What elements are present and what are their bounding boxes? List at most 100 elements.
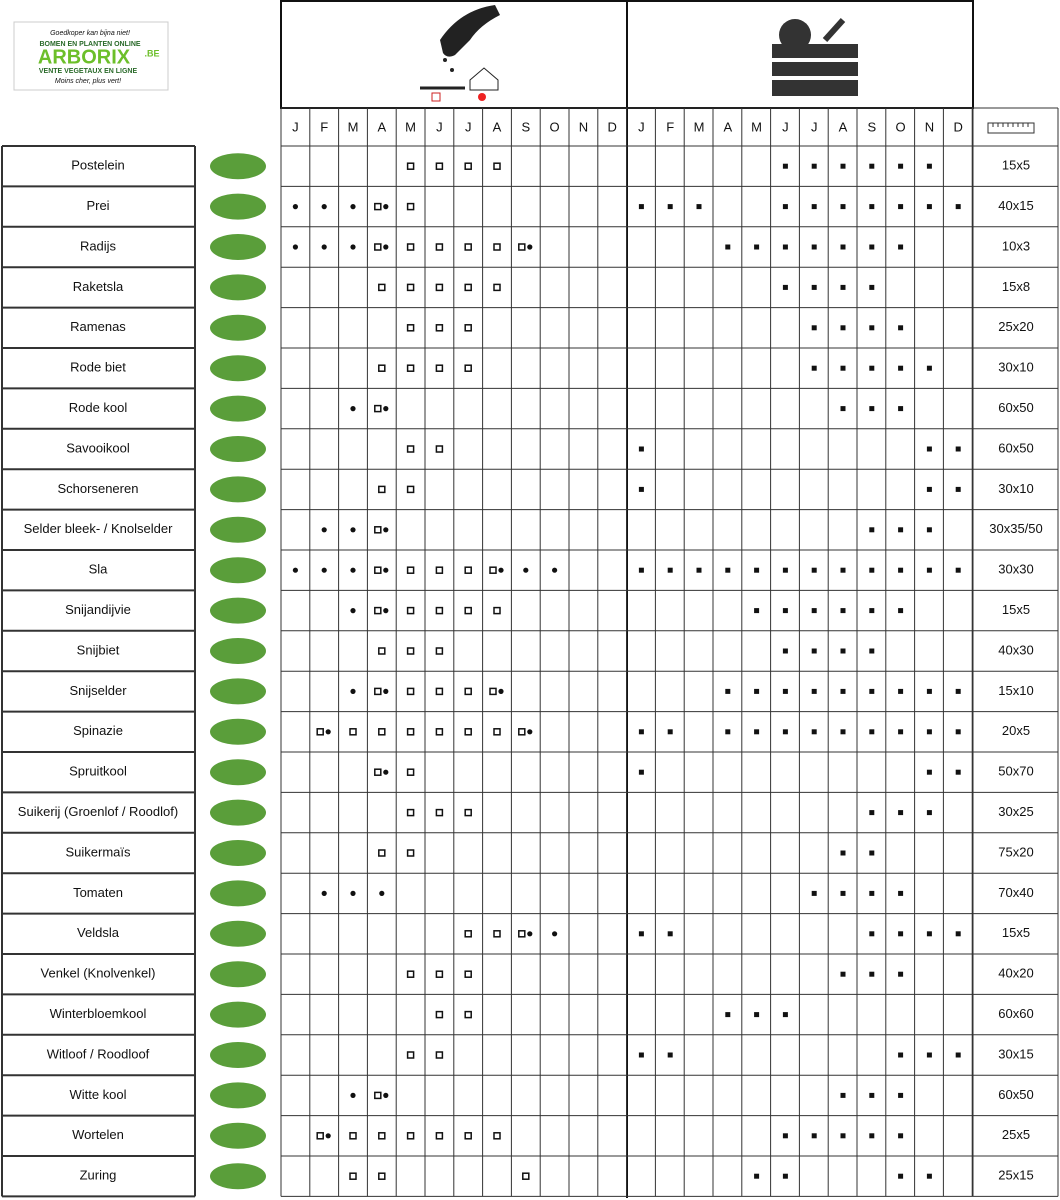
sow-indoor-marker <box>321 567 327 573</box>
sow-indoor-marker <box>383 688 389 695</box>
sow-indoor-marker <box>350 406 356 412</box>
sow-outdoor-marker <box>406 445 415 453</box>
spacing: 60x50 <box>998 1087 1033 1102</box>
vegetable-image <box>210 193 266 220</box>
sow-outdoor-marker <box>493 1132 501 1140</box>
month-label: D <box>608 119 617 134</box>
sow-outdoor-marker <box>406 162 415 170</box>
vegetable-image <box>210 395 266 422</box>
harvest-marker <box>955 446 961 452</box>
harvest-marker <box>955 931 961 937</box>
harvest-marker <box>869 608 875 614</box>
sow-indoor-marker <box>350 244 356 250</box>
harvest-marker <box>811 244 817 250</box>
harvest-marker <box>782 1173 788 1179</box>
harvest-marker <box>782 244 788 250</box>
vegetable-image <box>210 274 266 301</box>
harvest-marker <box>869 163 875 169</box>
vegetable-image <box>210 234 266 260</box>
harvest-marker <box>926 163 932 169</box>
sow-indoor-marker <box>321 244 327 250</box>
harvest-marker <box>926 688 932 694</box>
vegetable-image <box>210 557 266 584</box>
harvest-marker <box>898 1092 904 1098</box>
spacing: 25x5 <box>1002 1127 1030 1142</box>
sow-outdoor-marker <box>464 728 472 736</box>
vegetable-name: Suikermaïs <box>65 844 131 859</box>
harvest-marker <box>840 365 846 371</box>
harvest-marker <box>840 1133 846 1139</box>
vegetable-name: Ramenas <box>70 319 126 334</box>
harvest-marker <box>811 890 817 896</box>
harvest-marker <box>869 1092 875 1098</box>
harvest-marker <box>638 567 644 573</box>
vegetable-name: Zuring <box>80 1168 117 1183</box>
sow-outdoor-marker <box>464 606 472 615</box>
sow-outdoor-marker <box>435 1010 444 1019</box>
month-label: M <box>694 119 705 134</box>
sow-outdoor-marker <box>518 243 526 251</box>
sow-outdoor-marker <box>406 728 415 736</box>
harvest-marker <box>926 527 932 533</box>
harvest-marker <box>898 527 904 533</box>
harvest-marker <box>840 688 846 694</box>
sow-indoor-marker <box>350 567 356 573</box>
harvest-marker <box>638 769 644 775</box>
logo-brand: ARBORIX <box>38 46 131 68</box>
vegetable-image <box>210 314 266 341</box>
vegetable-name: Witloof / Roodloof <box>47 1046 150 1061</box>
harvest-marker <box>898 890 904 896</box>
sow-outdoor-marker <box>406 485 415 494</box>
vegetable-image <box>210 920 266 947</box>
harvest-marker <box>725 729 731 735</box>
sow-outdoor-marker <box>406 970 415 978</box>
month-label: J <box>465 119 472 134</box>
vegetable-name: Selder bleek- / Knolselder <box>24 521 174 536</box>
sow-outdoor-marker <box>406 364 415 372</box>
vegetable-image <box>210 436 266 462</box>
logo-line: BOMEN EN PLANTEN ONLINE <box>39 41 140 48</box>
harvest-marker <box>782 608 788 614</box>
spacing: 40x30 <box>998 642 1033 657</box>
vegetable-name: Prei <box>86 198 109 213</box>
harvest-marker <box>926 931 932 937</box>
harvest-marker <box>782 284 788 290</box>
sow-outdoor-marker <box>435 1132 444 1140</box>
sow-outdoor-marker <box>435 566 444 574</box>
sow-indoor-marker <box>292 244 298 250</box>
harvest-marker <box>754 567 760 573</box>
harvest-marker <box>725 244 731 250</box>
sow-outdoor-marker <box>435 808 444 817</box>
vegetable-name: Witte kool <box>69 1087 126 1102</box>
vegetable-name: Snijselder <box>69 683 127 698</box>
vegetable-image <box>210 1001 266 1028</box>
vegetable-name: Schorseneren <box>58 481 139 496</box>
harvest-marker <box>869 365 875 371</box>
harvest-marker <box>926 729 932 735</box>
logo-box <box>13 21 169 91</box>
harvest-marker <box>869 567 875 573</box>
vegetable-image <box>210 516 266 543</box>
harvest-marker <box>926 365 932 371</box>
sow-outdoor-marker <box>378 728 386 736</box>
vegetable-image <box>210 799 266 826</box>
logo-suffix: .BE <box>144 48 159 58</box>
sow-outdoor-marker <box>378 485 386 494</box>
month-label: F <box>320 119 328 134</box>
month-label: J <box>782 119 789 134</box>
harvest-marker <box>782 729 788 735</box>
sow-outdoor-marker <box>518 728 526 736</box>
sow-outdoor-marker <box>406 324 415 332</box>
vegetable-image <box>210 638 266 664</box>
month-label: J <box>638 119 645 134</box>
harvest-marker <box>898 204 904 210</box>
sow-outdoor-marker <box>406 647 415 655</box>
harvest-marker <box>955 204 961 210</box>
sow-outdoor-marker <box>435 728 444 736</box>
harvest-marker <box>638 1052 644 1058</box>
vegetable-image <box>210 1082 266 1109</box>
spacing: 10x3 <box>1002 238 1030 253</box>
sow-outdoor-marker <box>374 243 382 251</box>
month-label: D <box>954 119 963 134</box>
